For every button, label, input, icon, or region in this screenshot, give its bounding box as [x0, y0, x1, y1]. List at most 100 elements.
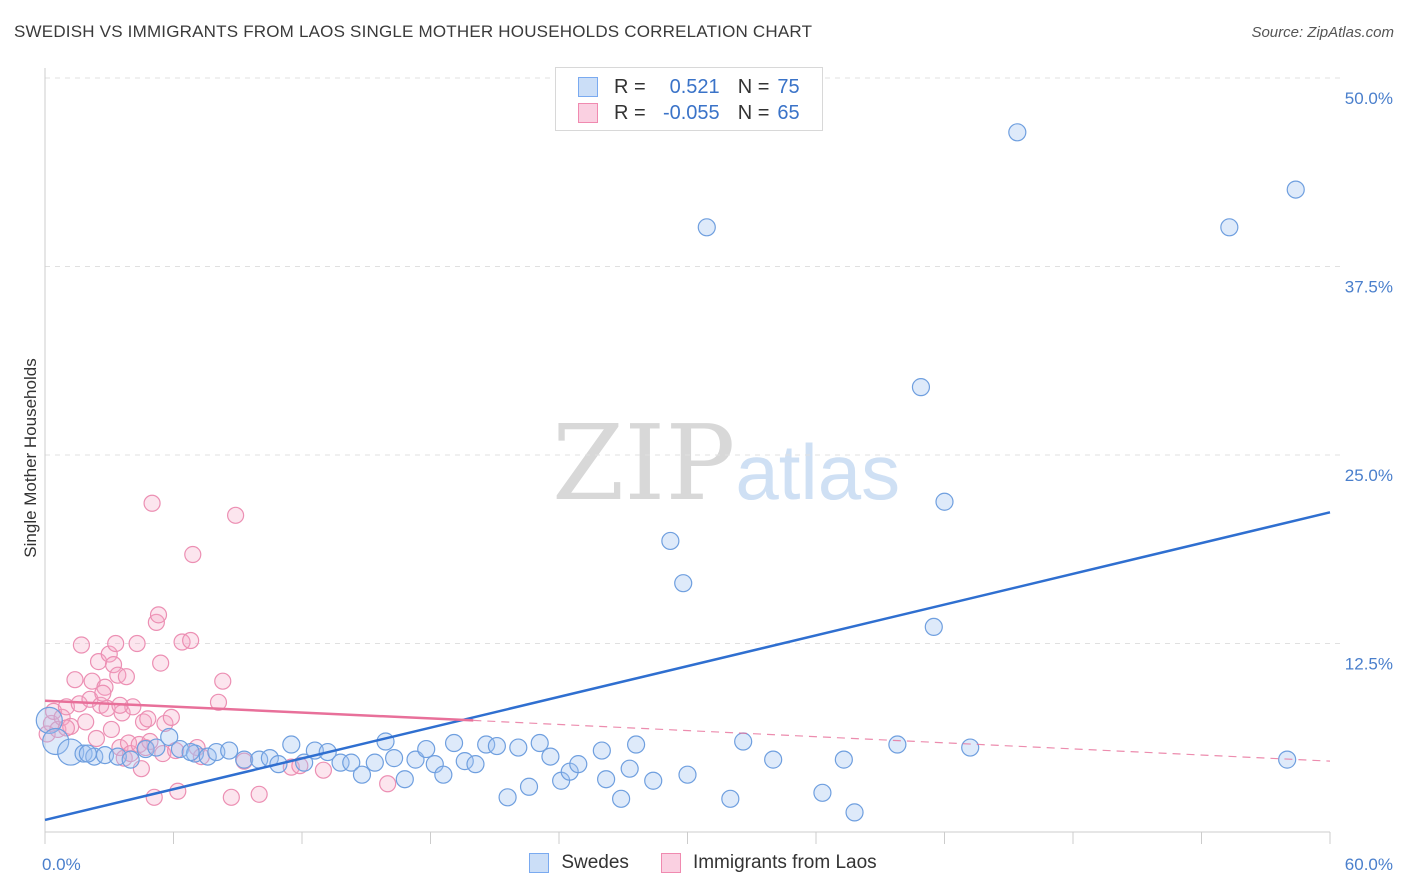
swedes-point	[74, 744, 93, 763]
swedes-points	[35, 123, 1305, 822]
laos-point	[87, 729, 106, 748]
legend-n-label: N =	[737, 101, 770, 124]
swedes-point	[813, 783, 832, 802]
laos-point	[379, 775, 397, 793]
laos-swatch	[578, 103, 598, 123]
laos-point	[250, 785, 268, 803]
legend-item-swedes[interactable]: Swedes	[529, 852, 629, 874]
laos-point	[173, 633, 191, 651]
swedes-point	[487, 736, 506, 756]
grid-lines	[45, 77, 1340, 644]
laos-point	[314, 761, 333, 779]
swedes-point	[721, 789, 740, 808]
laos-point	[109, 666, 127, 684]
laos-point	[124, 698, 142, 716]
laos-point	[104, 656, 123, 674]
laos-point	[222, 788, 240, 806]
swedes-point	[530, 733, 549, 753]
legend-n-label: N =	[737, 75, 770, 98]
swedes-point	[220, 741, 239, 760]
y-axis-title: Single Mother Households	[21, 358, 40, 557]
legend-r-value: 0.521	[669, 75, 720, 98]
swedes-swatch	[578, 77, 598, 97]
legend-n-value: 65	[777, 101, 800, 124]
laos-point	[214, 672, 232, 690]
swedes-point	[626, 735, 646, 754]
swedes-point	[597, 770, 616, 789]
swedes-point	[674, 574, 693, 593]
swedes-point	[466, 755, 485, 774]
y-tick-label: 25.0%	[1345, 466, 1393, 485]
laos-point	[94, 684, 112, 702]
laos-point	[66, 671, 84, 689]
legend-row-swedes: R = 0.521 N = 75	[578, 74, 800, 100]
legend-row-laos: R = -0.055 N = 65	[578, 100, 800, 126]
laos-point	[152, 654, 170, 672]
laos-point	[72, 636, 91, 654]
swedes-point	[444, 733, 464, 753]
swedes-point	[331, 753, 350, 772]
swedes-point	[734, 732, 753, 751]
axes	[44, 68, 1331, 844]
swedes-point	[181, 742, 200, 762]
laos-point	[143, 494, 161, 512]
swedes-point	[395, 770, 414, 789]
legend-item-laos[interactable]: Immigrants from Laos	[660, 852, 877, 874]
swedes-point	[1220, 218, 1239, 237]
swedes-point	[455, 752, 474, 771]
swedes-point	[834, 750, 853, 769]
laos-point	[182, 631, 200, 650]
swedes-point	[1286, 180, 1305, 199]
swedes-legend-swatch	[529, 853, 550, 873]
laos-point	[209, 693, 228, 711]
swedes-point	[620, 759, 639, 778]
swedes-point	[42, 727, 70, 756]
swedes-point	[764, 750, 783, 769]
legend-label: Swedes	[561, 852, 629, 873]
swedes-point	[352, 765, 372, 784]
swedes-point	[121, 750, 140, 769]
laos-point	[184, 545, 202, 564]
correlation-legend: R = 0.521 N = 75 R = -0.055 N = 65	[555, 67, 823, 131]
laos-point	[139, 710, 157, 728]
swedes-point	[541, 747, 560, 766]
laos-point	[149, 606, 168, 624]
legend-label: Immigrants from Laos	[692, 852, 877, 873]
laos-point	[117, 668, 135, 686]
swedes-point	[365, 753, 384, 772]
swedes-point	[961, 738, 980, 757]
swedes-point	[498, 788, 517, 807]
laos-point	[77, 713, 95, 731]
x-tick-label: 60.0%	[1345, 855, 1393, 874]
swedes-point	[384, 749, 404, 768]
swedes-point	[888, 735, 907, 754]
laos-point	[128, 634, 146, 653]
laos-legend-swatch	[660, 853, 681, 873]
source-label: Source: ZipAtlas.com	[1251, 24, 1394, 41]
laos-trend-extension	[473, 719, 1331, 762]
laos-point	[156, 714, 174, 733]
legend-r-label: R =	[614, 75, 646, 98]
swedes-point	[569, 755, 588, 774]
laos-point	[162, 708, 180, 726]
swedes-point	[519, 777, 539, 796]
swedes-trend-line	[44, 511, 1331, 822]
swedes-point	[198, 747, 217, 766]
chart-title: SWEDISH VS IMMIGRANTS FROM LAOS SINGLE M…	[14, 22, 813, 41]
laos-point	[100, 645, 118, 663]
swedes-point	[509, 738, 528, 757]
swedes-point	[644, 771, 663, 790]
swedes-point	[342, 753, 361, 772]
tick-labels: 12.5% 25.0% 37.5% 50.0% 0.0% 60.0%	[42, 89, 1393, 874]
swedes-point	[697, 218, 716, 237]
swedes-point	[434, 765, 453, 784]
series-legend: Swedes Immigrants from Laos	[0, 852, 1406, 874]
swedes-point	[911, 378, 931, 397]
laos-point	[227, 506, 245, 524]
swedes-point	[160, 727, 179, 747]
swedes-point	[235, 750, 254, 769]
laos-point	[57, 719, 76, 737]
laos-point	[107, 634, 125, 653]
legend-r-value: -0.055	[662, 101, 720, 124]
